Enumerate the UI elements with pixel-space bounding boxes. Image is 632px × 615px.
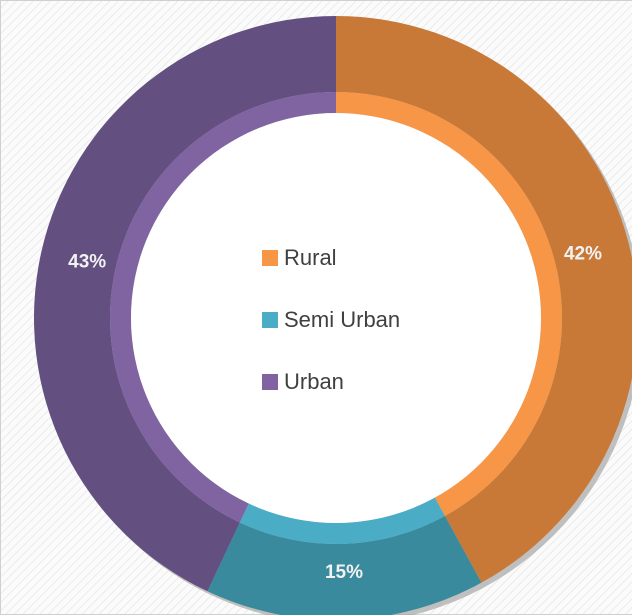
data-label: 43%: [68, 251, 106, 272]
legend-label: Semi Urban: [284, 307, 400, 332]
slice-outer: [207, 516, 482, 615]
slice: [34, 16, 336, 592]
legend-swatch: [262, 312, 278, 328]
slice-inner: [110, 92, 336, 523]
legend-swatch: [262, 250, 278, 266]
legend-label: Rural: [284, 245, 337, 270]
data-label: 15%: [325, 562, 363, 583]
legend: [187, 225, 497, 408]
legend-label: Urban: [284, 369, 344, 394]
slice-inner: [336, 92, 562, 517]
slice-outer: [336, 16, 632, 583]
legend-swatch: [262, 374, 278, 390]
slice-inner: [239, 497, 445, 544]
slice-outer: [34, 16, 336, 592]
data-label: 42%: [564, 244, 602, 265]
slice: [336, 16, 632, 583]
slice: [207, 497, 482, 615]
